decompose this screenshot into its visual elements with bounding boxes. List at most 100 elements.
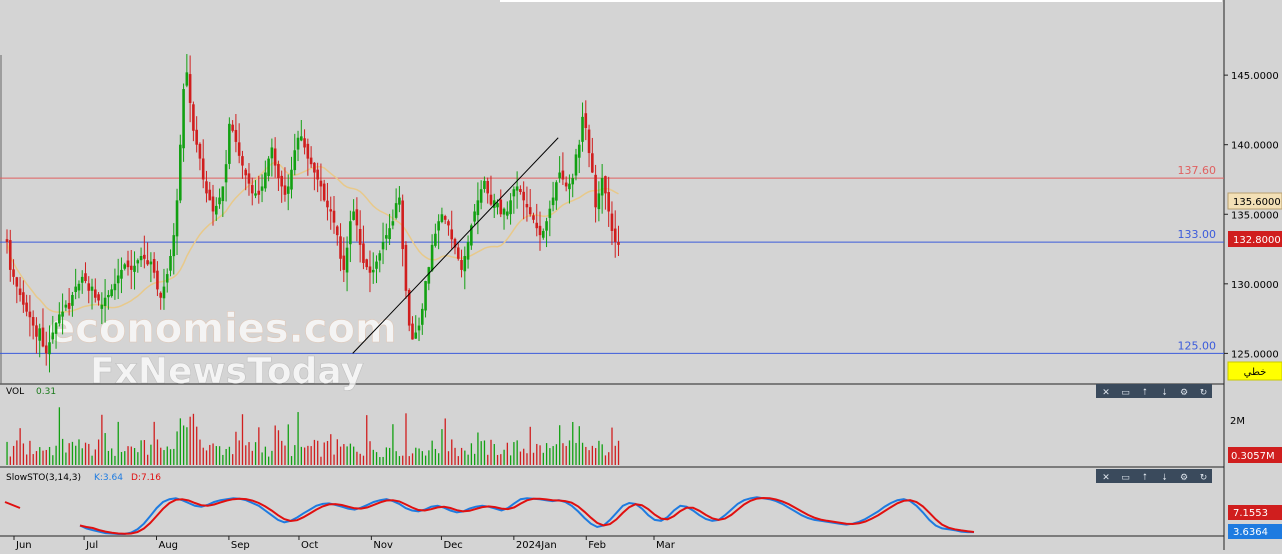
candle-body — [407, 290, 411, 326]
trendline[interactable] — [352, 137, 559, 354]
drawing-tool-text[interactable]: خطي — [1244, 367, 1267, 378]
drawing-tool-tag[interactable] — [1227, 361, 1282, 381]
volume-pane-settings-icon[interactable]: ⚙ — [1180, 388, 1188, 398]
candle-body — [551, 197, 555, 206]
stochastic-d-label: D:7.16 — [131, 473, 161, 483]
candle — [591, 137, 594, 174]
volume-bar — [402, 455, 404, 465]
volume-bar — [271, 450, 273, 465]
volume-bar — [326, 440, 329, 465]
candle — [218, 188, 221, 209]
volume-pane-restore-icon[interactable]: ▭ — [1121, 388, 1130, 398]
candle — [38, 323, 41, 358]
candle-body — [502, 208, 506, 215]
volume-bar — [585, 446, 587, 465]
volume-bar — [470, 443, 473, 465]
time-tick-label-8: Feb — [588, 540, 606, 550]
candle-body — [581, 116, 584, 142]
candle — [12, 259, 15, 285]
candle-body — [267, 158, 270, 176]
candle — [18, 276, 22, 302]
candle-body — [591, 153, 594, 173]
candle — [492, 193, 496, 218]
stochastic-pane-restore-icon[interactable]: ▭ — [1121, 473, 1130, 483]
candle — [257, 175, 261, 204]
volume-bars — [6, 407, 620, 465]
candle — [123, 262, 127, 271]
candle — [175, 188, 179, 255]
candle — [581, 102, 584, 152]
level-label-1: 133.00 — [1178, 228, 1217, 241]
volume-bar — [101, 414, 103, 465]
candle-body — [293, 150, 297, 171]
stochastic-pane-toolbar: ✕ ▭ ⭡ ⭣ ⚙ ↻ — [1096, 469, 1212, 483]
volume-bar — [218, 446, 221, 465]
volume-bar — [258, 427, 260, 465]
volume-bar — [117, 421, 119, 465]
trendline-segment[interactable] — [352, 137, 559, 354]
candle — [443, 214, 447, 225]
candle — [116, 258, 120, 299]
volume-bar — [124, 451, 126, 465]
volume-bar — [215, 446, 217, 465]
ma-line — [6, 161, 619, 313]
candle — [417, 317, 421, 342]
candle-body — [8, 240, 12, 270]
candle-body — [179, 144, 182, 201]
candle — [237, 123, 241, 164]
volume-pane-close-icon[interactable]: ✕ — [1102, 388, 1110, 398]
candle — [391, 209, 395, 230]
candle-body — [548, 208, 552, 218]
candle — [371, 252, 375, 284]
volume-bar — [16, 440, 18, 465]
candle-body — [120, 269, 123, 279]
volume-bar — [277, 430, 280, 465]
candle — [293, 133, 297, 176]
volume-bar — [601, 444, 603, 465]
candle-body — [188, 74, 192, 103]
time-tick-label-6: Dec — [443, 540, 462, 550]
volume-bar — [248, 442, 250, 465]
stochastic-pane-down-icon[interactable]: ⭣ — [1162, 473, 1166, 483]
volume-bar — [111, 448, 113, 465]
stochastic-pane-up-icon[interactable]: ⭡ — [1143, 473, 1148, 483]
volume-bar — [591, 445, 594, 465]
candle-body — [165, 274, 169, 283]
candle — [107, 290, 110, 310]
volume-bar — [48, 446, 51, 465]
candle — [267, 156, 270, 182]
candle — [450, 210, 454, 249]
volume-bar — [581, 442, 584, 465]
stochastic-pane-settings-icon[interactable]: ⚙ — [1180, 473, 1188, 483]
candle-body — [316, 169, 319, 180]
stochastic-pane-close-icon[interactable]: ✕ — [1102, 473, 1110, 483]
candle — [313, 162, 316, 191]
candle-body — [303, 138, 306, 148]
candle-body — [80, 276, 84, 283]
volume-bar — [133, 448, 136, 465]
volume-bar — [467, 454, 469, 465]
candle-body — [58, 314, 61, 324]
volume-bar — [222, 454, 224, 465]
candle-body — [388, 228, 391, 240]
volume-pane-refresh-icon[interactable]: ↻ — [1200, 388, 1208, 398]
candle-body — [87, 283, 91, 291]
time-tick-label-1: Jul — [85, 540, 98, 550]
volume-bar — [362, 455, 365, 465]
candle-body — [244, 169, 248, 176]
candle — [398, 186, 401, 213]
volume-bar — [614, 445, 616, 465]
candle — [169, 249, 172, 277]
volume-bar — [75, 445, 77, 465]
volume-bar — [588, 450, 590, 465]
volume-pane-down-icon[interactable]: ⭣ — [1162, 388, 1166, 398]
volume-bar — [245, 445, 247, 465]
volume-bar — [251, 450, 253, 465]
volume-bar — [235, 431, 237, 465]
volume-pane-up-icon[interactable]: ⭡ — [1143, 388, 1148, 398]
candle — [120, 257, 123, 294]
candle-body — [64, 304, 68, 308]
volume-bar — [12, 445, 15, 465]
volume-bar — [192, 413, 195, 465]
stochastic-pane-refresh-icon[interactable]: ↻ — [1200, 473, 1208, 483]
